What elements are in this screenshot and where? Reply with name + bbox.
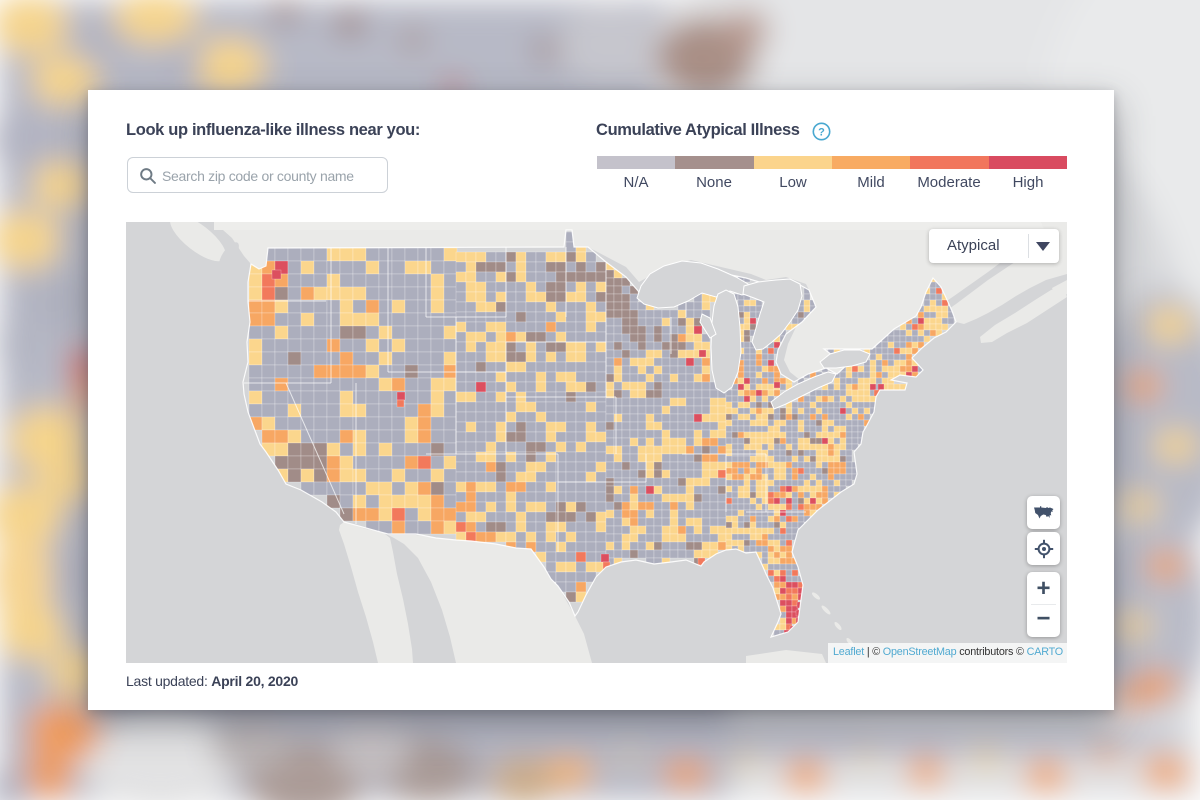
svg-text:?: ? [818,126,825,138]
